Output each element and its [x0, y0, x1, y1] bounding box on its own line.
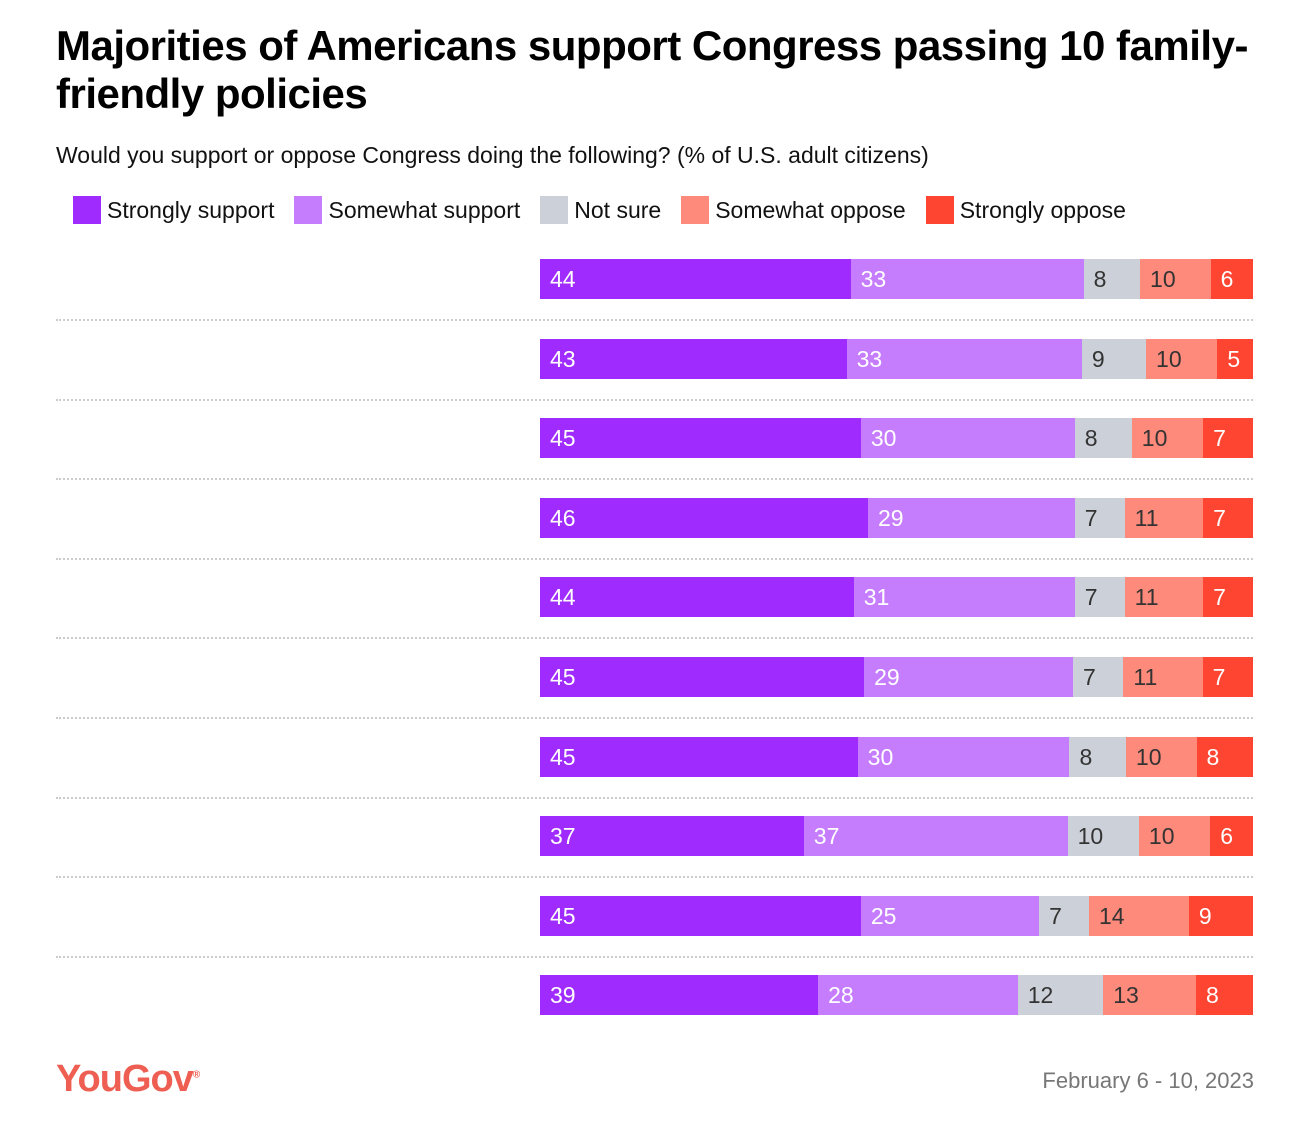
legend-swatch: [294, 196, 323, 224]
bar-segment: 7: [1074, 497, 1125, 538]
bar-segment: 7: [1203, 497, 1253, 538]
bar-segment: 29: [867, 497, 1075, 538]
bar-segment: 29: [864, 657, 1073, 697]
bar-segment: 5: [1217, 338, 1253, 379]
chart-subtitle: Would you support or oppose Congress doi…: [56, 142, 929, 168]
chart-title: Majorities of Americans support Congress…: [56, 22, 1248, 117]
bar-segment: 28: [818, 975, 1018, 1016]
legend-swatch: [540, 196, 569, 224]
row-divider: [56, 557, 1253, 560]
bar-segment: 44: [540, 577, 854, 618]
bar-segment: 13: [1103, 975, 1196, 1016]
bar-segment: 6: [1210, 259, 1253, 299]
bar-segment: 46: [540, 497, 868, 538]
legend-label: Strongly support: [107, 196, 275, 223]
bar-segment: 45: [540, 736, 858, 777]
legend-item: Somewhat support: [294, 196, 520, 224]
bar-segment: 11: [1123, 657, 1203, 697]
survey-date: February 6 - 10, 2023: [1042, 1068, 1254, 1093]
bar-segment: 10: [1131, 418, 1204, 459]
row-divider: [56, 876, 1253, 879]
bar-segment: 25: [860, 895, 1040, 936]
row-divider: [56, 398, 1253, 401]
legend-label: Not sure: [574, 196, 662, 223]
yougov-logo: YouGov®: [56, 1058, 200, 1101]
bar-segment: 11: [1124, 577, 1204, 618]
bar-segment: 8: [1195, 975, 1253, 1016]
bar-segment: 43: [540, 338, 847, 379]
row-divider: [56, 637, 1253, 640]
bar-segment: 7: [1072, 657, 1124, 697]
bar-segment: 10: [1067, 816, 1139, 857]
bar-segment: 33: [846, 338, 1082, 379]
bar-segment: 7: [1074, 577, 1125, 618]
bar-segment: 7: [1203, 418, 1253, 459]
legend-swatch: [925, 196, 954, 224]
registered-mark: ®: [192, 1069, 200, 1081]
bar-segment: 45: [540, 418, 861, 459]
bar-segment: 10: [1138, 816, 1211, 857]
bar-segment: 39: [540, 975, 819, 1016]
legend-swatch: [73, 196, 101, 224]
bar-segment: 8: [1074, 418, 1132, 459]
bar-segment: 37: [540, 816, 804, 857]
bar-segment: 8: [1196, 736, 1253, 777]
bar-segment: 10: [1146, 338, 1218, 379]
bar-segment: 45: [540, 657, 865, 697]
bar-segment: 9: [1081, 338, 1147, 379]
row-divider: [56, 478, 1253, 481]
bar-segment: 10: [1140, 259, 1211, 299]
bar-segment: 9: [1188, 895, 1253, 936]
bar-segment: 6: [1210, 816, 1253, 857]
legend-item: Strongly support: [73, 196, 274, 224]
logo-text: YouGov: [56, 1058, 194, 1100]
bar-segment: 12: [1017, 975, 1104, 1016]
bar-segment: 8: [1069, 736, 1126, 777]
bar-segment: 7: [1039, 895, 1089, 936]
legend-item: Strongly oppose: [925, 196, 1126, 224]
bar-segment: 8: [1083, 259, 1141, 299]
bar-segment: 31: [853, 577, 1075, 618]
legend-item: Somewhat oppose: [681, 196, 906, 224]
bar-segment: 30: [857, 736, 1070, 777]
legend-swatch: [681, 196, 710, 224]
legend: Strongly support Somewhat support Not sure…: [73, 196, 1126, 224]
bar-segment: 7: [1202, 657, 1253, 697]
bar-segment: 44: [540, 259, 851, 299]
legend-label: Somewhat support: [328, 196, 521, 223]
legend-item: Not sure: [540, 196, 661, 224]
row-divider: [56, 955, 1253, 958]
row-divider: [56, 796, 1253, 799]
bar-segment: 37: [803, 816, 1068, 857]
bar-segment: 45: [540, 895, 861, 936]
bar-segment: 7: [1203, 577, 1253, 618]
legend-label: Strongly oppose: [959, 196, 1126, 223]
row-divider: [56, 319, 1253, 321]
bar-segment: 10: [1125, 736, 1197, 777]
bar-segment: 11: [1124, 497, 1204, 538]
bar-segment: 14: [1089, 895, 1189, 936]
bar-segment: 30: [860, 418, 1075, 459]
bar-segment: 33: [850, 259, 1084, 299]
legend-label: Somewhat oppose: [715, 196, 906, 223]
row-divider: [56, 717, 1253, 719]
